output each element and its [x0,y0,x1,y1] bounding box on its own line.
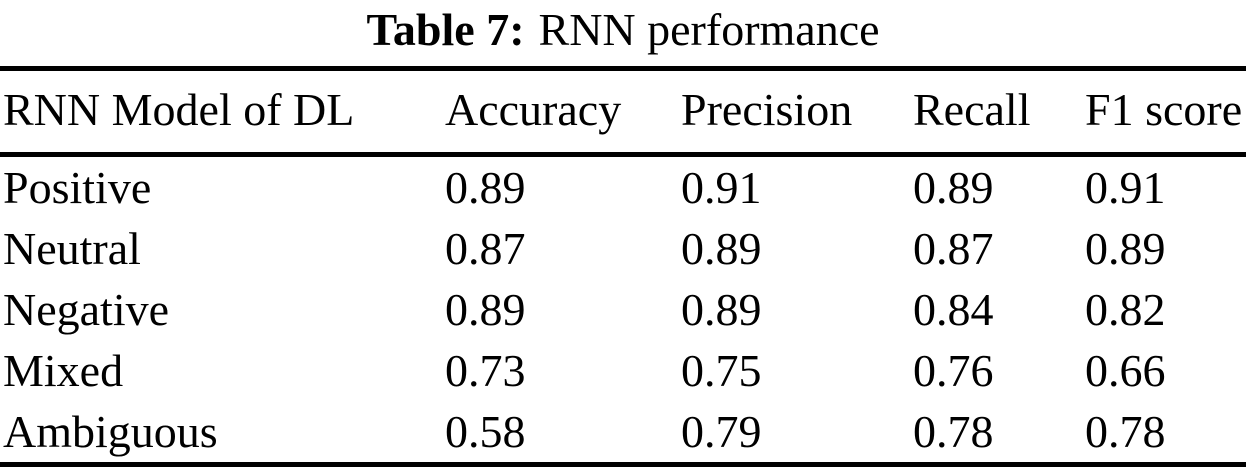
precision-cell: 0.89 [681,284,762,335]
header-accuracy-column: Accuracy [445,68,681,157]
recall-cell: 0.84 [913,284,994,335]
precision-cell: 0.91 [681,162,762,213]
recall-cell: 0.76 [913,345,994,396]
table-caption-title: RNN performance [538,4,880,55]
row-label-cell: Ambiguous [3,406,218,457]
header-recall-column: Recall [913,68,1085,157]
f1-cell: 0.89 [1085,223,1166,274]
accuracy-cell: 0.89 [445,162,526,213]
row-label-cell: Negative [3,284,170,335]
table-header-row: RNN Model of DL Accuracy Precision Recal… [0,68,1246,157]
recall-cell: 0.89 [913,162,994,213]
table-row: Ambiguous 0.58 0.79 0.78 0.78 [0,401,1246,465]
accuracy-cell: 0.58 [445,406,526,457]
f1-cell: 0.78 [1085,406,1166,457]
f1-cell: 0.66 [1085,345,1166,396]
recall-cell: 0.87 [913,223,994,274]
table-caption: Table 7: RNN performance [0,0,1246,66]
accuracy-cell: 0.73 [445,345,526,396]
precision-cell: 0.75 [681,345,762,396]
precision-cell: 0.89 [681,223,762,274]
recall-cell: 0.78 [913,406,994,457]
table-row: Positive 0.89 0.91 0.89 0.91 [0,155,1246,219]
row-label-cell: Mixed [3,345,124,396]
header-f1-column: F1 score [1085,68,1246,157]
f1-cell: 0.91 [1085,162,1166,213]
table-caption-label: Table 7: [366,4,525,55]
f1-cell: 0.82 [1085,284,1166,335]
accuracy-cell: 0.89 [445,284,526,335]
table-row: Negative 0.89 0.89 0.84 0.82 [0,279,1246,340]
row-label-cell: Positive [3,162,152,213]
precision-cell: 0.79 [681,406,762,457]
row-label-cell: Neutral [3,223,141,274]
rnn-performance-table: RNN Model of DL Accuracy Precision Recal… [0,66,1246,467]
accuracy-cell: 0.87 [445,223,526,274]
table-row: Mixed 0.73 0.75 0.76 0.66 [0,340,1246,401]
table-row: Neutral 0.87 0.89 0.87 0.89 [0,218,1246,279]
header-model-column: RNN Model of DL [0,68,445,157]
header-precision-column: Precision [681,68,913,157]
